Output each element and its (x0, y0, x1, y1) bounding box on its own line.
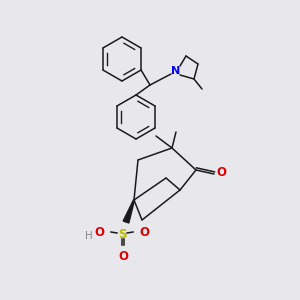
Text: S: S (118, 227, 126, 241)
Text: O: O (94, 226, 104, 238)
Text: N: N (171, 66, 181, 76)
Text: O: O (216, 167, 226, 179)
Polygon shape (123, 200, 134, 223)
Text: O: O (139, 226, 149, 238)
Text: O: O (118, 250, 128, 263)
Text: H: H (85, 231, 93, 241)
